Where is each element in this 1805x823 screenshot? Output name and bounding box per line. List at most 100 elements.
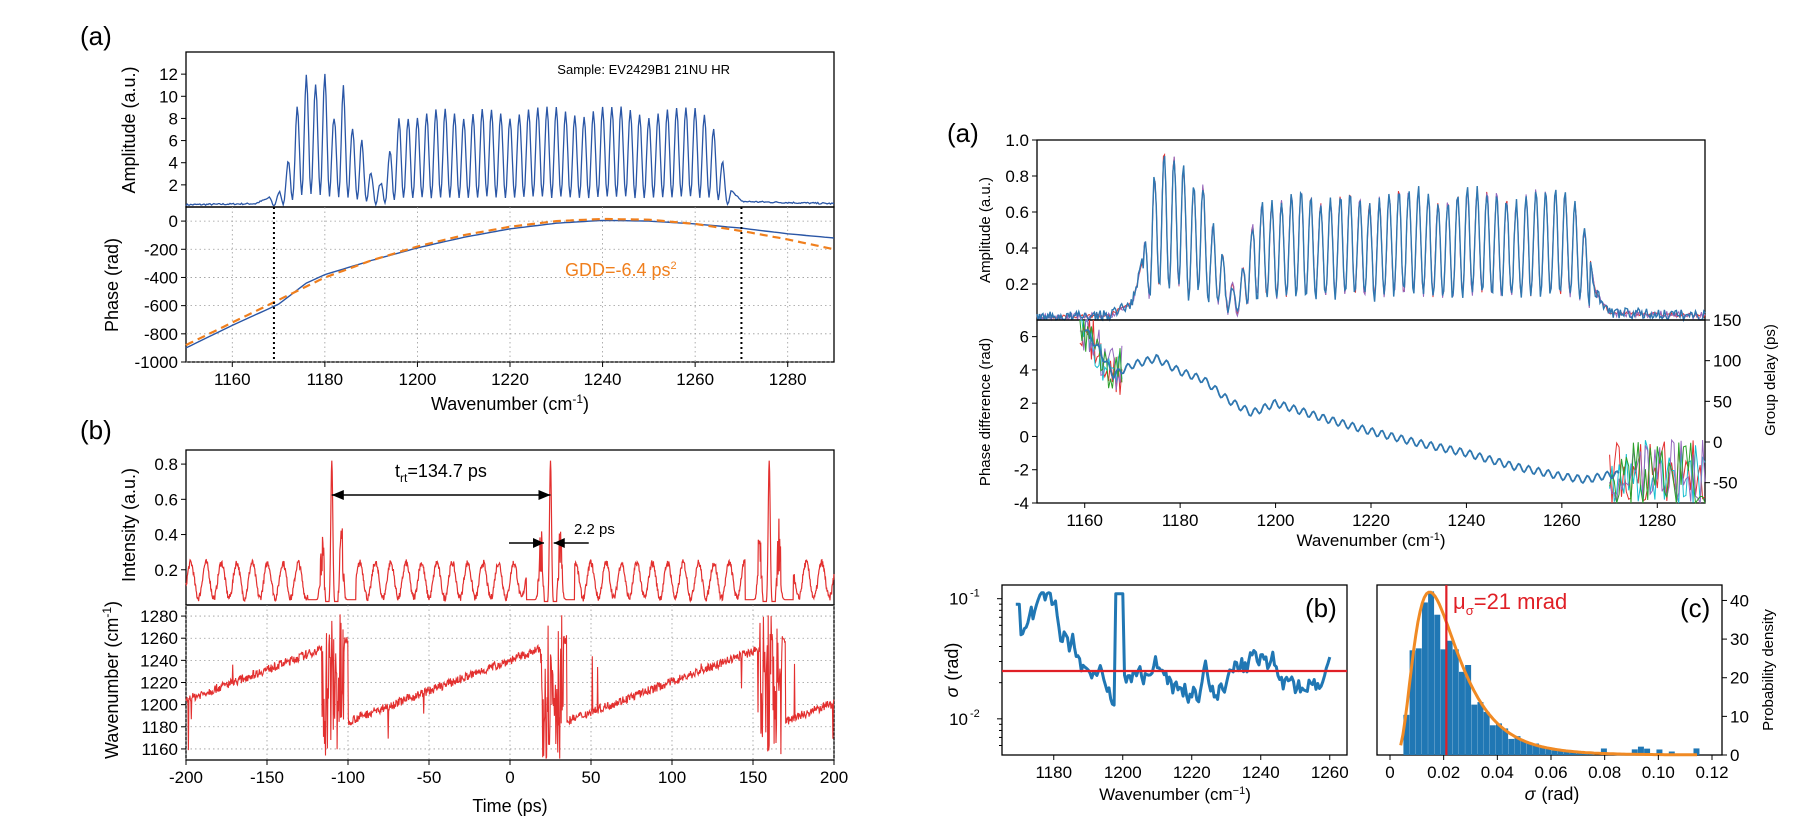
right-a-bottom-ylabel-right: Group delay (ps) — [1762, 324, 1779, 436]
right-b-xlabel-end: ) — [1245, 785, 1251, 804]
left-b-ylabel-end: ) — [102, 601, 122, 607]
right-a-top-ytick-label: 0.6 — [1005, 203, 1029, 222]
left-b-bottom-ytick-label: 1220 — [140, 674, 178, 693]
left-a-top-ytick-label: 6 — [169, 132, 178, 151]
sample-annotation: Sample: EV2429B1 21NU HR — [557, 62, 730, 77]
right-b-ytick-label: 10 — [949, 710, 968, 729]
left-b-bottom-ytick-label: 1260 — [140, 629, 178, 648]
left-panel-label-b: (b) — [80, 415, 112, 445]
instantaneous-frequency-line — [185, 614, 835, 759]
left-b-bottom-xtick-label: 200 — [820, 768, 848, 787]
right-a-bottom-ytick-label: -4 — [1014, 494, 1029, 513]
left-a-top-ytick-label: 4 — [169, 154, 178, 173]
right-b-xlabel-main: Wavenumber (cm — [1099, 785, 1233, 804]
phase-difference-line — [1084, 328, 1620, 485]
right-a-xlabel-end: ) — [1440, 531, 1446, 550]
wavenumber-range-markers — [272, 207, 743, 362]
right-b-ylabel-sym: σ — [942, 685, 962, 697]
right-c-xtick-label: 0 — [1385, 763, 1394, 782]
right-b-ytick-exponent: -1 — [970, 588, 980, 600]
period-arrow — [331, 490, 589, 548]
histogram-bar — [1421, 602, 1428, 755]
left-a-bottom-xtick-label: 1180 — [307, 370, 344, 389]
left-a-bottom-ytick-label: -400 — [144, 268, 178, 287]
gdd-annotation-main: GDD=-6.4 ps — [565, 260, 671, 280]
left-b-bottom-xtick-label: -150 — [250, 768, 284, 787]
right-a-bottom-ytick-right-label: 150 — [1713, 311, 1741, 330]
left-b-top-panel: (b) 0.2 0.4 0.6 0.8 Intensity (a.u.) trt=13… — [80, 415, 835, 606]
left-b-top-ytick-label: 0.2 — [154, 561, 178, 580]
right-c-ytick-label: 20 — [1730, 669, 1749, 688]
right-c-xtick-label: 0.06 — [1534, 763, 1567, 782]
amplitude-trace-line — [1036, 155, 1706, 323]
right-a-top-ytick-label: 1.0 — [1005, 131, 1029, 150]
left-b-bottom-xtick-label: 0 — [505, 768, 514, 787]
histogram-bar — [1570, 752, 1577, 755]
histogram-bar — [1483, 711, 1490, 755]
right-a-bottom-xtick-label: 1200 — [1257, 511, 1295, 530]
intensity-series-line — [185, 460, 835, 604]
right-b-ylabel: σ (rad) — [942, 643, 962, 698]
right-a-bottom-ytick-label: -2 — [1014, 461, 1029, 480]
right-b-xtick-label: 1180 — [1035, 763, 1072, 782]
left-b-top-ytick-label: 0.4 — [154, 526, 178, 545]
left-a-bottom-ytick-label: 0 — [169, 212, 178, 231]
left-b-ylabel-main: Wavenumber (cm — [102, 618, 122, 759]
right-c-ylabel: Probability density — [1760, 609, 1777, 731]
left-b-top-ytick-label: 0.6 — [154, 490, 178, 509]
left-b-bottom-xtick-label: -100 — [331, 768, 365, 787]
left-a-bottom-xtick-label: 1280 — [769, 370, 807, 389]
right-b-ylabel-unit: (rad) — [942, 643, 962, 681]
left-a-bottom-ylabel: Phase (rad) — [102, 238, 122, 332]
gdd-annotation-sup: 2 — [671, 260, 677, 272]
right-c-ytick-label: 10 — [1730, 707, 1749, 726]
phase-noise-right-line — [1609, 438, 1706, 504]
round-trip-value: =134.7 ps — [407, 461, 487, 481]
right-a-bottom-ytick-right-label: 100 — [1713, 352, 1741, 371]
pulse-arrow-right-head — [553, 538, 565, 548]
right-a-top-ytick-label: 0.8 — [1005, 167, 1029, 186]
histogram-bar — [1508, 738, 1515, 755]
left-b-bottom-xtick-label: -200 — [169, 768, 203, 787]
left-b-bottom-ytick-label: 1280 — [140, 607, 178, 626]
phase-noise-right-line — [1609, 442, 1706, 505]
phase-noise-left-line — [1079, 319, 1123, 389]
right-a-bottom-panel: -4 -2 0 2 4 6 150 100 50 0 -50 1160 1180 1200 1220 12… — [977, 311, 1779, 550]
right-a-top-ytick-label: 0.4 — [1005, 239, 1029, 258]
left-a-bottom-panel: 0 -200 -400 -600 -800 -1000 1160 1180 1200 1220 1… — [102, 206, 835, 414]
right-c-xlabel-sym: σ — [1525, 784, 1537, 804]
amplitude-series-line — [185, 73, 835, 208]
left-a-xlabel-sup: -1 — [572, 392, 583, 406]
right-c-xtick-label: 0.04 — [1481, 763, 1514, 782]
right-b-xtick-label: 1260 — [1311, 763, 1349, 782]
histogram-bar — [1693, 748, 1700, 755]
left-b-bottom-ytick-label: 1240 — [140, 651, 178, 670]
right-a-top-ylabel: Amplitude (a.u.) — [977, 177, 994, 283]
histogram-bar — [1495, 723, 1502, 755]
right-a-top-panel: (a) 0.2 0.4 0.6 0.8 1.0 Amplitude (a.u.) — [947, 118, 1706, 323]
histogram-bar — [1514, 736, 1521, 755]
left-a-xlabel-end: ) — [583, 394, 589, 414]
round-trip-t: t — [395, 461, 400, 481]
right-b-xlabel-sup: −1 — [1233, 785, 1246, 797]
right-a-bottom-ytick-label: 6 — [1020, 328, 1029, 347]
histogram-bar — [1545, 747, 1552, 755]
right-a-bottom-ytick-label: 2 — [1020, 394, 1029, 413]
left-b-bottom-xtick-label: -50 — [417, 768, 442, 787]
left-b-bottom-xtick-label: 100 — [658, 768, 686, 787]
left-a-bottom-ytick-label: -200 — [144, 240, 178, 259]
left-a-bottom-ytick-label: -800 — [144, 325, 178, 344]
right-c-ytick-label: 0 — [1730, 746, 1739, 765]
right-a-xlabel-sup: -1 — [1430, 531, 1440, 543]
gdd-annotation: GDD=-6.4 ps2 — [565, 260, 677, 280]
distribution-fit-curve — [1399, 590, 1697, 757]
right-panel-label-c: (c) — [1680, 593, 1710, 623]
right-b-xtick-label: 1240 — [1242, 763, 1280, 782]
left-a-top-frame — [185, 51, 835, 208]
right-panel-label-a: (a) — [947, 118, 979, 148]
left-b-bottom-ytick-label: 1200 — [140, 696, 178, 715]
mean-annotation-sub: σ — [1466, 603, 1474, 618]
histogram-bar — [1631, 749, 1638, 755]
